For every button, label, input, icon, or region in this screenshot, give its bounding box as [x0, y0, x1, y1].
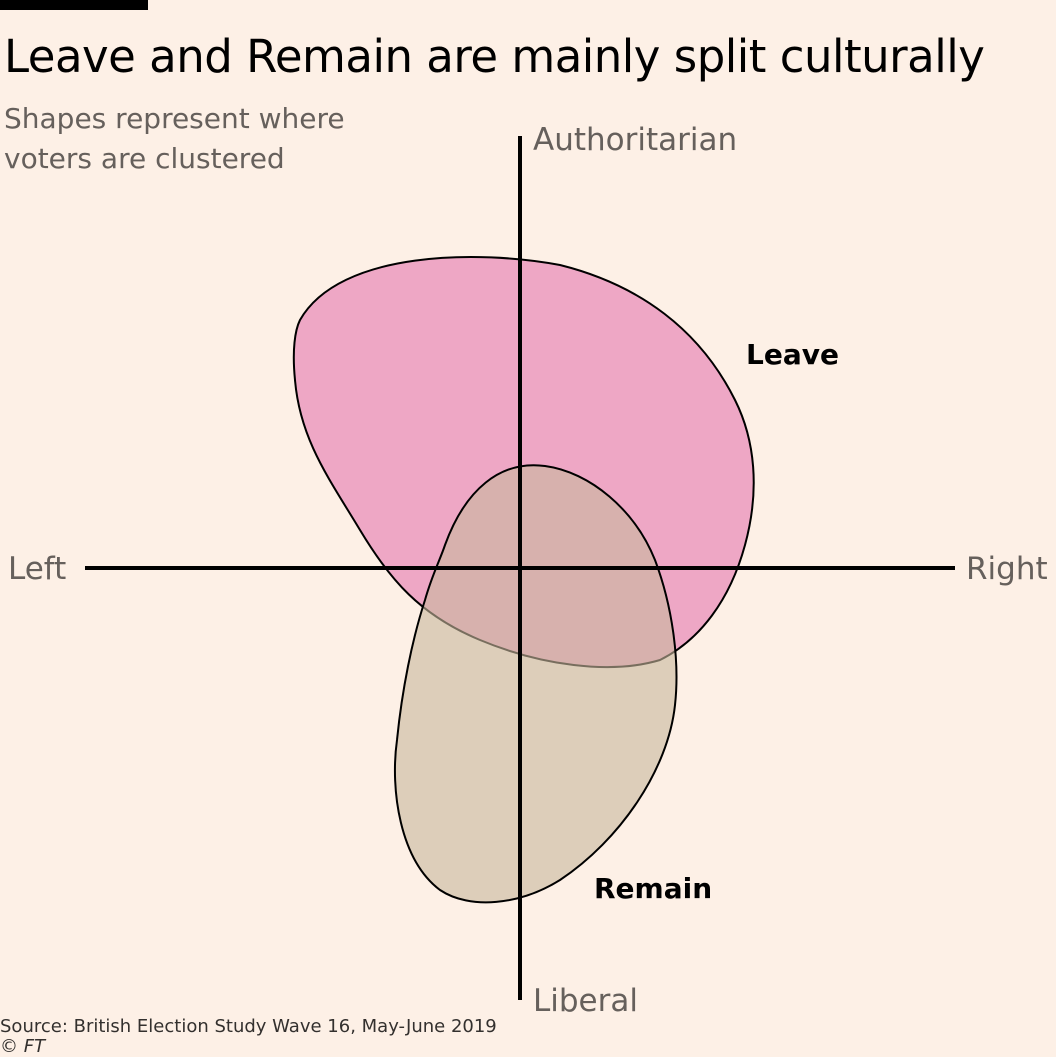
- series-label-leave: Leave: [746, 338, 839, 371]
- axis-label-left: Left: [8, 551, 66, 587]
- axis-label-authoritarian: Authoritarian: [533, 122, 737, 158]
- series-label-remain: Remain: [594, 872, 712, 905]
- copyright-credit: © FT: [0, 1036, 46, 1057]
- chart-subtitle: Shapes represent where voters are cluste…: [4, 102, 345, 175]
- axis-label-right: Right: [966, 551, 1048, 587]
- source-note: Source: British Election Study Wave 16, …: [0, 1016, 497, 1037]
- chart-title: Leave and Remain are mainly split cultur…: [4, 30, 985, 83]
- axis-label-liberal: Liberal: [533, 983, 638, 1019]
- remain-cluster-shape: [393, 464, 678, 904]
- top-rule: [0, 0, 148, 10]
